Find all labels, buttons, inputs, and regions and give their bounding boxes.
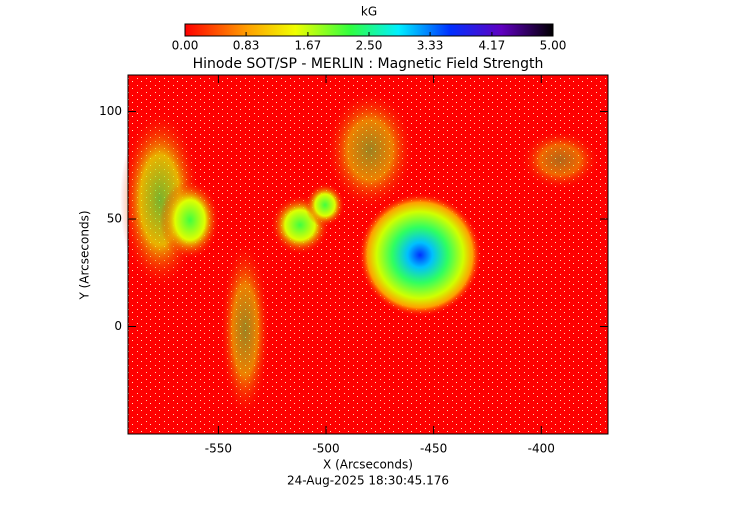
- sunspot: [358, 193, 482, 317]
- x-tick-label: -450: [420, 442, 447, 456]
- plot-frame: [127, 74, 609, 435]
- plage: [325, 90, 415, 210]
- magnetogram: [120, 75, 608, 434]
- plage: [305, 183, 345, 227]
- colorbar-tick-label: 1.67: [295, 39, 322, 53]
- y-tick-label: 100: [99, 104, 122, 118]
- x-axis-label: X (Arcseconds): [323, 458, 413, 472]
- x-tick-label: -500: [312, 442, 339, 456]
- colorbar-tick-label: 0.00: [172, 39, 199, 53]
- plage: [520, 130, 600, 190]
- y-axis-label: Y (Arcseconds): [78, 210, 92, 300]
- y-tick-label: 50: [107, 212, 122, 226]
- chart-title: Hinode SOT/SP - MERLIN : Magnetic Field …: [193, 56, 544, 72]
- plage: [220, 240, 270, 420]
- plage: [160, 180, 220, 260]
- colorbar-tick-label: 2.50: [356, 39, 383, 53]
- colorbar-tick-label: 0.83: [233, 39, 260, 53]
- colorbar-tick-label: 4.17: [479, 39, 506, 53]
- footer-date: 24-Aug-2025 18:30:45.176: [287, 474, 449, 488]
- colorbar-label: kG: [361, 5, 377, 19]
- y-tick-label: 0: [114, 319, 122, 333]
- x-tick-label: -550: [205, 442, 232, 456]
- x-tick-label: -400: [528, 442, 555, 456]
- colorbar-tick-label: 3.33: [417, 39, 444, 53]
- colorbar-tick-label: 5.00: [540, 39, 567, 53]
